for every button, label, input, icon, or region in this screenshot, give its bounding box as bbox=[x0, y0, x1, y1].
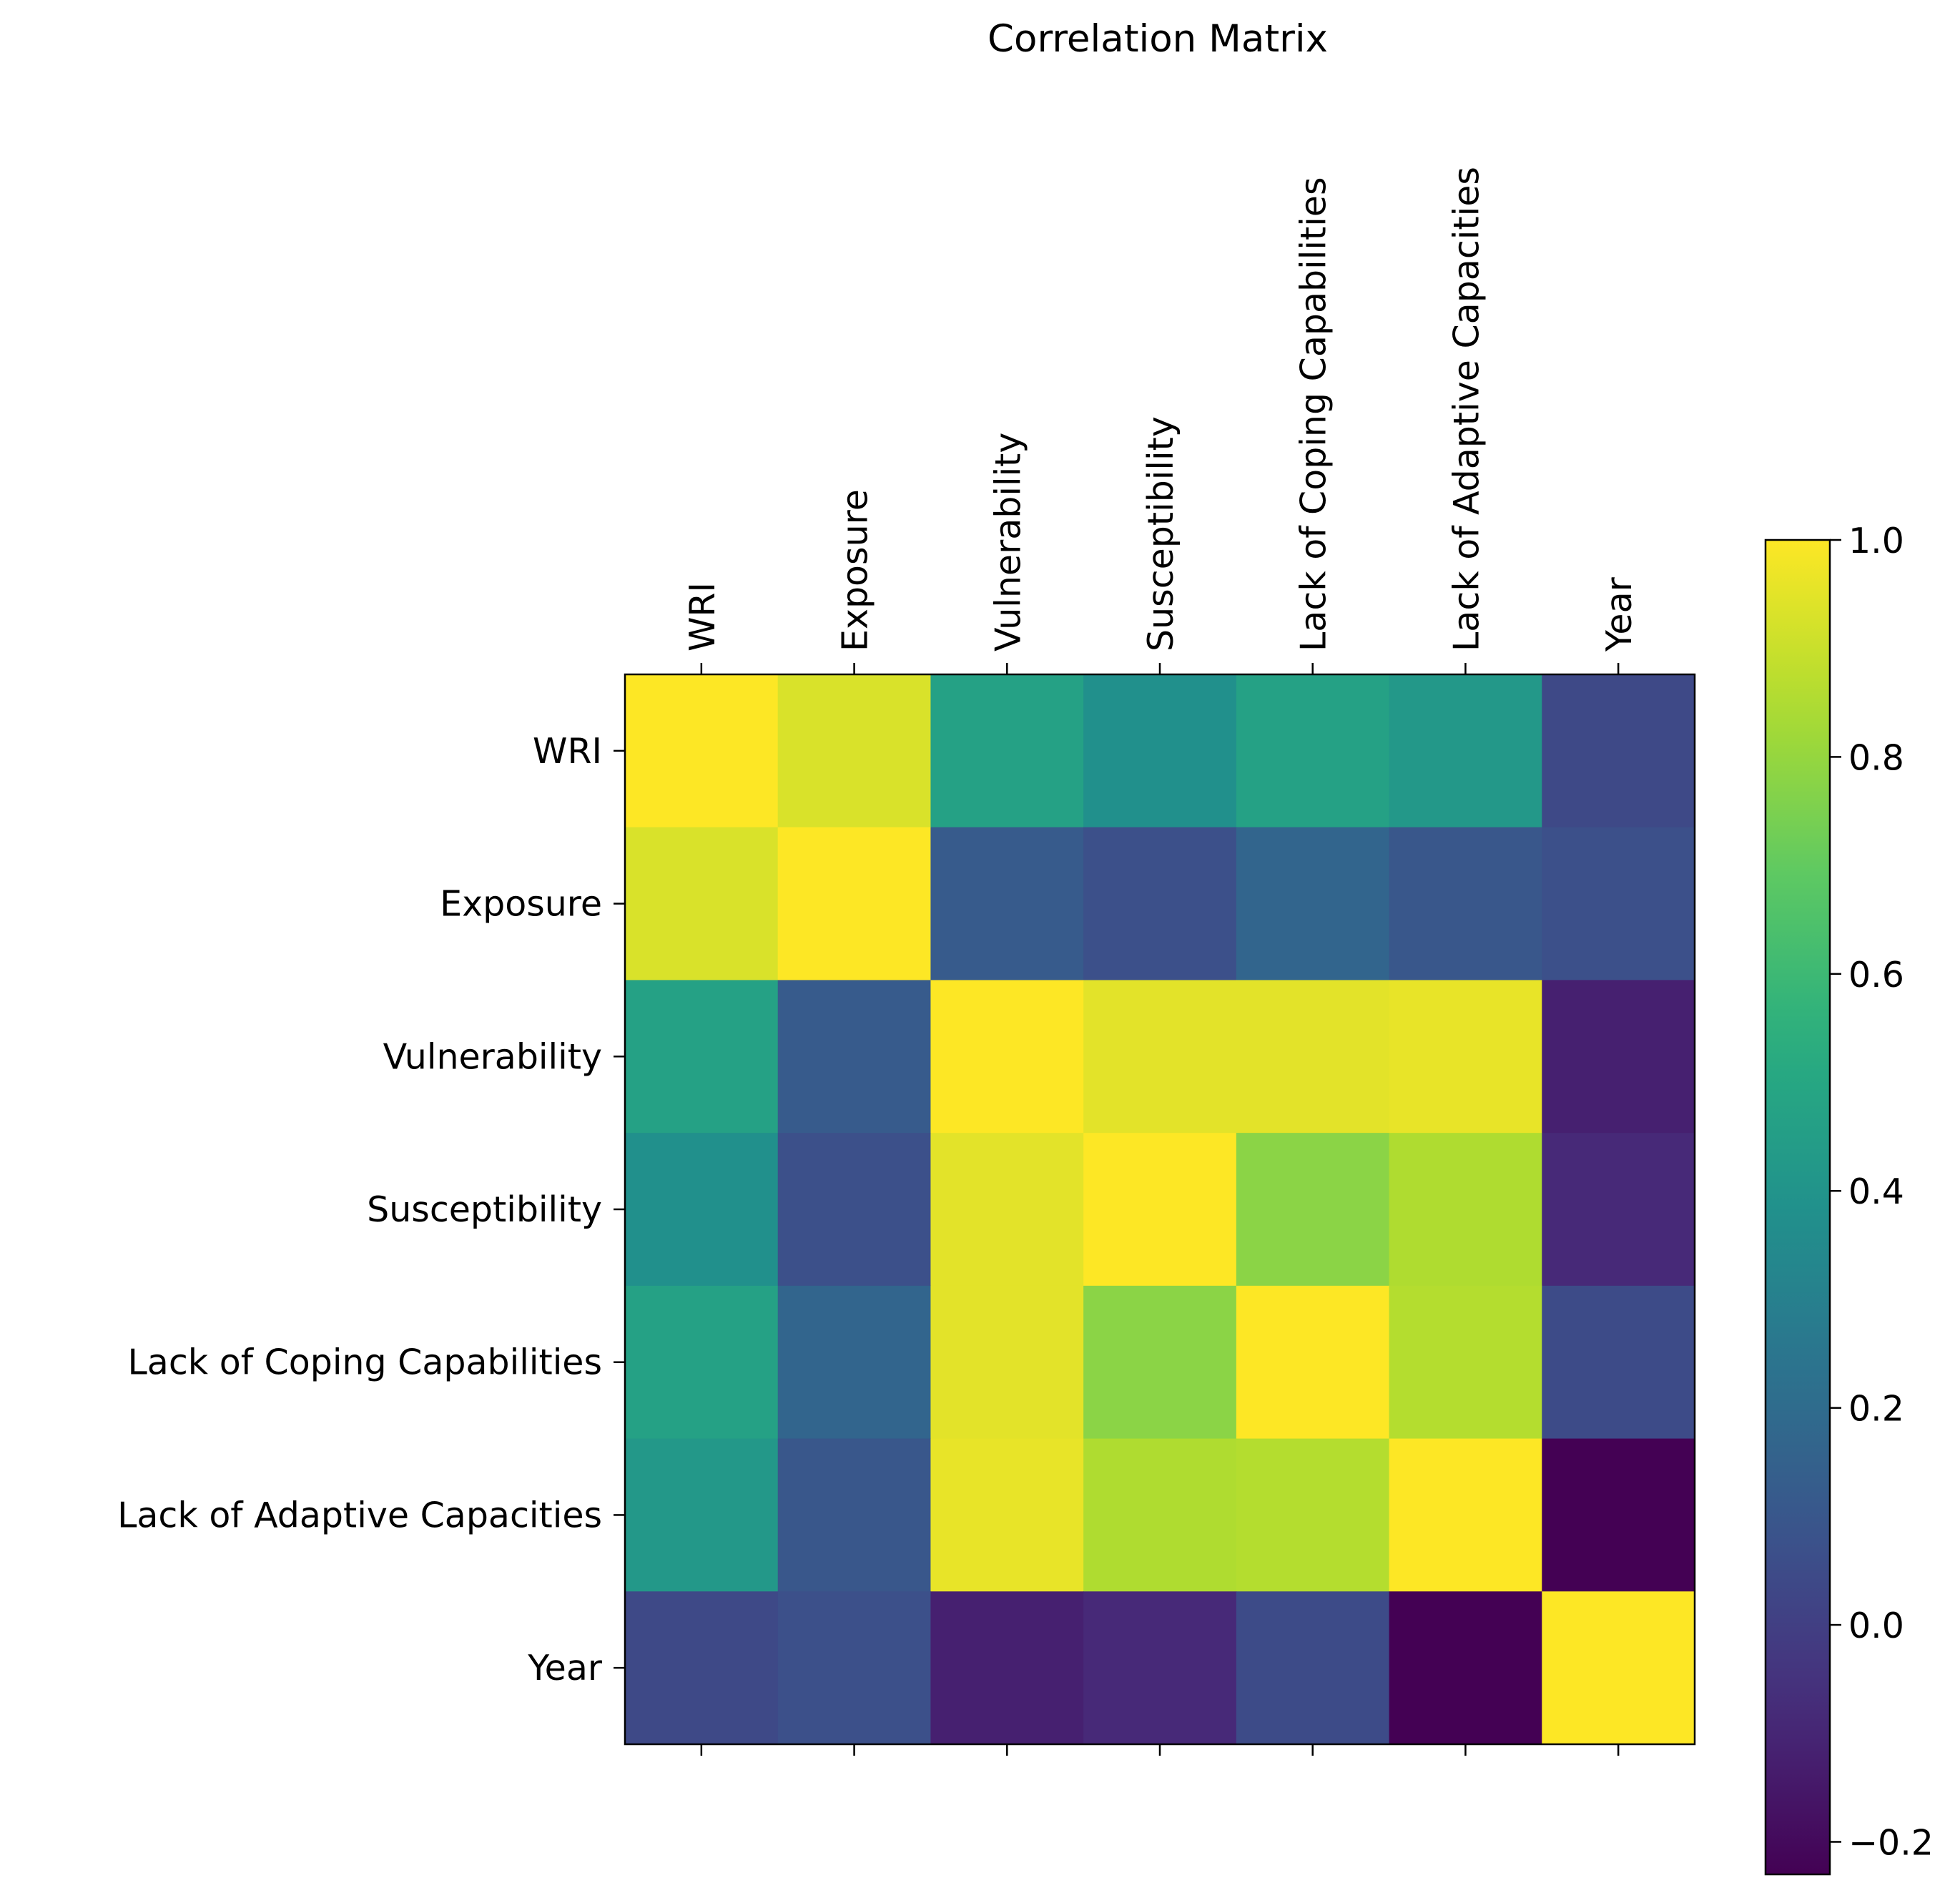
x-tick-label: Vulnerability bbox=[988, 433, 1028, 652]
heatmap-cell bbox=[1083, 980, 1237, 1134]
heatmap-cell bbox=[930, 1133, 1084, 1287]
colorbar-tick-label: 0.0 bbox=[1848, 1606, 1904, 1646]
heatmap-cell bbox=[625, 827, 779, 981]
y-tick-labels: WRI Exposure Vulnerability Susceptibility La… bbox=[117, 731, 603, 1688]
heatmap-cell bbox=[930, 827, 1084, 981]
x-tick-label: Lack of Adaptive Capacities bbox=[1446, 167, 1487, 652]
heatmap-cell bbox=[1083, 1438, 1237, 1592]
y-tick-label: Lack of Adaptive Capacities bbox=[117, 1495, 602, 1535]
axis-ticks bbox=[614, 663, 1620, 1756]
heatmap-cell bbox=[625, 674, 779, 828]
y-tick-label: WRI bbox=[533, 731, 602, 772]
heatmap-cell bbox=[1236, 1591, 1390, 1745]
heatmap-cell bbox=[1236, 1438, 1390, 1592]
colorbar-tick-label: 1.0 bbox=[1848, 521, 1904, 561]
x-tick-labels: WRI Exposure Vulnerability Susceptibility La… bbox=[682, 167, 1640, 652]
colorbar-tick-label: 0.2 bbox=[1848, 1389, 1904, 1430]
colorbar-tick-label: 0.6 bbox=[1848, 955, 1904, 995]
chart-title: Correlation Matrix bbox=[988, 17, 1328, 61]
colorbar-tick-label: −0.2 bbox=[1848, 1822, 1934, 1863]
heatmap-cell bbox=[930, 1438, 1084, 1592]
heatmap-cell bbox=[625, 1133, 779, 1287]
heatmap-cell bbox=[1236, 1133, 1390, 1287]
y-tick-label: Lack of Coping Capabilities bbox=[128, 1342, 603, 1383]
heatmap-cell bbox=[1083, 1591, 1237, 1745]
heatmap-cell bbox=[1389, 1285, 1542, 1440]
heatmap-cell bbox=[1236, 827, 1390, 981]
heatmap-cell bbox=[930, 980, 1084, 1134]
heatmap-cell bbox=[1389, 674, 1542, 828]
colorbar-ticks: −0.2 0.0 0.2 0.4 0.6 0.8 1.0 bbox=[1830, 521, 1934, 1863]
heatmap-cell bbox=[777, 674, 932, 828]
y-tick-label: Year bbox=[527, 1648, 603, 1688]
heatmap-cell bbox=[777, 1285, 932, 1440]
heatmap-cell bbox=[777, 1438, 932, 1592]
heatmap-cell bbox=[1389, 1591, 1542, 1745]
heatmap-cell bbox=[930, 1591, 1084, 1745]
heatmap-cell bbox=[1389, 1133, 1542, 1287]
heatmap-cell bbox=[1083, 1133, 1237, 1287]
heatmap-cell bbox=[930, 1285, 1084, 1440]
heatmap-cell bbox=[1083, 674, 1237, 828]
heatmap-cell bbox=[625, 1591, 779, 1745]
colorbar-tick-label: 0.4 bbox=[1848, 1171, 1904, 1212]
heatmap-cell bbox=[625, 1285, 779, 1440]
heatmap-cell bbox=[1083, 827, 1237, 981]
heatmap-cell bbox=[1236, 980, 1390, 1134]
heatmap-cell bbox=[1542, 1591, 1695, 1745]
heatmap-cell bbox=[1542, 674, 1695, 828]
heatmap-cell bbox=[1542, 827, 1695, 981]
x-tick-label: Year bbox=[1599, 576, 1640, 652]
heatmap-cell bbox=[1542, 1133, 1695, 1287]
heatmap-cell bbox=[1542, 1285, 1695, 1440]
heatmap-cell bbox=[1542, 980, 1695, 1134]
heatmap-cell bbox=[625, 1438, 779, 1592]
heatmap-cell bbox=[777, 1591, 932, 1745]
x-tick-label: WRI bbox=[682, 582, 723, 652]
colorbar bbox=[1764, 539, 1831, 1876]
heatmap-cell bbox=[1389, 1438, 1542, 1592]
heatmap-cell bbox=[930, 674, 1084, 828]
heatmap-cell bbox=[1236, 674, 1390, 828]
y-tick-label: Vulnerability bbox=[383, 1036, 602, 1077]
heatmap-cells bbox=[625, 674, 1695, 1745]
heatmap-cell bbox=[625, 980, 779, 1134]
heatmap-cell bbox=[1236, 1285, 1390, 1440]
x-tick-label: Exposure bbox=[835, 489, 876, 652]
x-tick-label: Susceptibility bbox=[1141, 416, 1181, 652]
heatmap-cell bbox=[777, 980, 932, 1134]
y-tick-label: Exposure bbox=[440, 884, 602, 925]
colorbar-tick-label: 0.8 bbox=[1848, 737, 1904, 778]
heatmap-cell bbox=[777, 827, 932, 981]
heatmap-cell bbox=[1542, 1438, 1695, 1592]
heatmap-cell bbox=[777, 1133, 932, 1287]
heatmap-cell bbox=[1389, 827, 1542, 981]
heatmap-cell bbox=[1083, 1285, 1237, 1440]
y-tick-label: Susceptibility bbox=[367, 1189, 602, 1230]
x-tick-label: Lack of Coping Capabilities bbox=[1294, 177, 1334, 652]
heatmap-cell bbox=[1389, 980, 1542, 1134]
